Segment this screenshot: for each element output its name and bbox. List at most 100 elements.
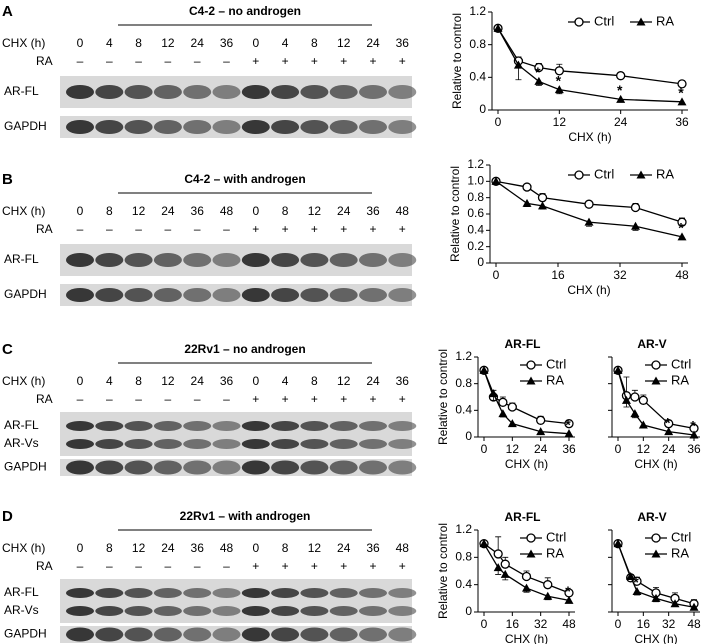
chx-value: 4 — [106, 36, 113, 50]
chx-value: 8 — [135, 374, 142, 388]
ra-value: + — [252, 54, 259, 68]
data-point — [584, 217, 594, 226]
x-tick-label: 24 — [614, 115, 628, 129]
band — [183, 439, 212, 449]
ra-value: + — [282, 54, 289, 68]
band — [124, 85, 153, 99]
ra-value: – — [223, 559, 230, 573]
ra-value: – — [165, 222, 172, 236]
data-point — [564, 595, 574, 604]
ra-value: – — [106, 559, 113, 573]
band — [271, 460, 300, 475]
chx-value: 8 — [106, 204, 113, 218]
band — [300, 421, 329, 431]
legend-label: RA — [671, 372, 689, 387]
x-tick-label: 48 — [675, 268, 689, 282]
band — [66, 85, 94, 99]
chx-label: CHX (h) — [2, 374, 45, 388]
band — [124, 120, 153, 134]
band-label: GAPDH — [4, 119, 47, 133]
y-tick-label: 1.2 — [455, 349, 472, 363]
chx-value: 48 — [220, 204, 234, 218]
data-point — [493, 549, 503, 559]
band — [212, 627, 241, 642]
y-tick-label: 0.8 — [467, 190, 484, 204]
band — [153, 588, 182, 598]
band-label: AR-Vs — [4, 436, 39, 450]
legend-marker — [526, 533, 536, 543]
ra-label: RA — [36, 559, 53, 573]
data-point — [554, 85, 564, 94]
band — [124, 421, 153, 431]
band — [329, 606, 358, 616]
x-tick-label: 48 — [687, 617, 701, 631]
ra-value: + — [311, 54, 318, 68]
data-point — [500, 569, 510, 578]
x-tick-label: 24 — [662, 442, 676, 456]
y-tick-label: 0.4 — [469, 70, 486, 84]
ra-value: + — [340, 392, 347, 406]
band — [329, 253, 358, 267]
ra-value: + — [399, 222, 406, 236]
chx-value: 8 — [282, 541, 289, 555]
y-axis-label: Relative to control — [436, 349, 450, 445]
x-tick-label: 32 — [662, 617, 676, 631]
band — [329, 421, 358, 431]
data-point — [616, 94, 626, 103]
band — [271, 588, 300, 598]
band — [124, 460, 153, 475]
band-label: AR-Vs — [4, 603, 39, 617]
band — [388, 253, 417, 267]
data-point — [543, 591, 553, 600]
y-tick-label: 0 — [477, 255, 484, 269]
chx-value: 0 — [77, 36, 84, 50]
band — [153, 606, 182, 616]
data-point — [479, 365, 489, 374]
data-point — [613, 539, 623, 548]
chx-value: 36 — [220, 374, 234, 388]
band — [359, 288, 387, 302]
chx-value: 8 — [311, 36, 318, 50]
ra-value: + — [311, 559, 318, 573]
y-tick-label: 1.2 — [469, 4, 486, 18]
significance-mark: * — [535, 64, 541, 80]
data-point — [493, 23, 503, 32]
chx-value: 24 — [191, 36, 205, 50]
x-axis-label: CHX (h) — [505, 632, 548, 644]
x-tick-label: 0 — [495, 115, 502, 129]
band — [359, 606, 387, 616]
panel-letter: A — [2, 3, 13, 20]
significance-mark: * — [690, 418, 696, 434]
ra-value: + — [252, 392, 259, 406]
band — [241, 288, 270, 302]
legend-marker — [526, 376, 536, 385]
band — [183, 588, 212, 598]
chx-value: 12 — [308, 204, 322, 218]
data-point — [500, 559, 510, 569]
legend-label: RA — [546, 545, 564, 560]
band — [95, 439, 124, 449]
ra-value: – — [135, 392, 142, 406]
ra-value: + — [282, 392, 289, 406]
band — [300, 120, 329, 134]
data-point — [507, 419, 517, 428]
chx-value: 0 — [77, 204, 84, 218]
y-tick-label: 1.0 — [467, 174, 484, 188]
x-tick-label: 36 — [687, 442, 701, 456]
band — [124, 606, 153, 616]
band — [95, 288, 124, 302]
series-line — [483, 543, 570, 602]
band — [95, 253, 124, 267]
y-tick-label: 1.2 — [467, 157, 484, 171]
band — [271, 606, 300, 616]
chx-value: 8 — [135, 36, 142, 50]
x-tick-label: 12 — [506, 442, 520, 456]
band — [95, 85, 124, 99]
x-tick-label: 16 — [506, 617, 520, 631]
band — [183, 627, 212, 642]
x-tick-label: 32 — [534, 617, 548, 631]
legend-marker — [636, 170, 646, 179]
x-tick-label: 12 — [553, 115, 567, 129]
data-point — [491, 176, 501, 185]
band — [66, 288, 94, 302]
